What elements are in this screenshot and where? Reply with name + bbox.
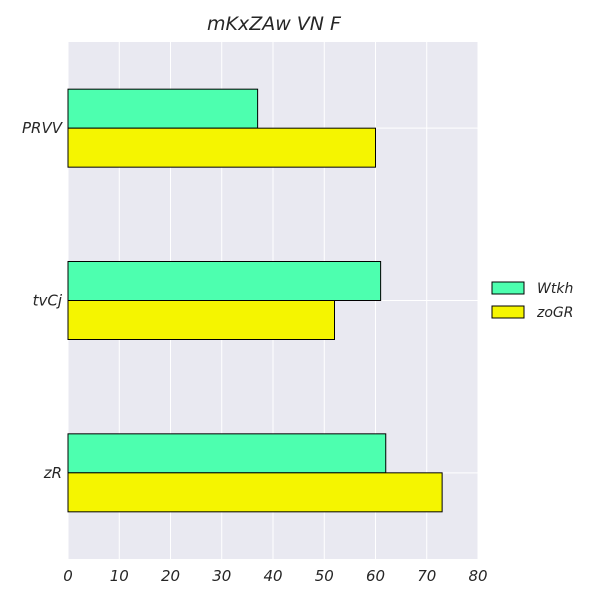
x-tick-label: 40 [263,567,282,585]
x-tick-label: 0 [63,567,73,585]
x-tick-label: 80 [468,567,487,585]
bar-Wtkh-PRVV [67,88,259,129]
legend-label: Wtkh [537,281,573,297]
y-tick-label: tvCj [33,292,63,310]
y-axis-ticks: PRVV tvCj zR [22,119,64,482]
x-tick-label: 30 [212,567,231,585]
x-tick-label: 20 [161,567,180,585]
x-tick-label: 10 [110,567,129,585]
y-tick-label: zR [43,464,62,482]
bar-zoGR-PRVV [67,127,376,168]
bars [67,88,443,513]
chart-title: mKxZAw VN F [207,13,342,35]
legend-label: zoGR [536,305,574,321]
bar-Wtkh-tvCj [67,261,382,301]
legend-swatch [491,281,525,295]
y-tick-label: PRVV [22,119,64,137]
x-tick-label: 60 [366,567,385,585]
x-tick-label: 50 [315,567,334,585]
legend: Wtkh zoGR [491,281,574,321]
bar-zoGR-tvCj [67,300,335,340]
x-tick-label: 70 [417,567,436,585]
legend-swatch [491,305,525,319]
bar-Wtkh-zR [67,433,387,474]
x-axis-ticks: 0 10 20 30 40 50 60 70 80 [63,567,487,585]
bar-zoGR-zR [67,472,443,513]
